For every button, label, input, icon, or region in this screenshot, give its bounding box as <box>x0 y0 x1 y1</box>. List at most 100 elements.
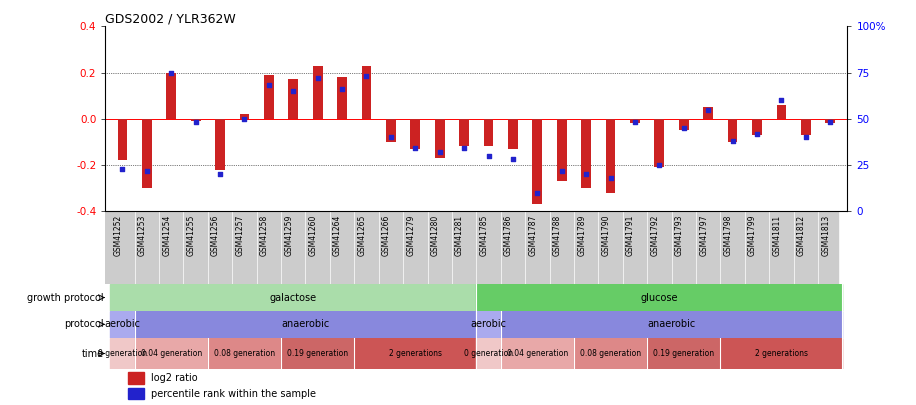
Point <box>359 73 374 79</box>
Point <box>408 145 422 151</box>
Text: percentile rank within the sample: percentile rank within the sample <box>151 389 316 399</box>
Text: GSM41793: GSM41793 <box>675 215 683 256</box>
Text: GSM41257: GSM41257 <box>235 215 245 256</box>
Text: GSM41279: GSM41279 <box>407 215 415 256</box>
Text: GSM41280: GSM41280 <box>431 215 440 256</box>
Bar <box>655 119 664 167</box>
Point <box>311 75 325 81</box>
Bar <box>127 388 144 399</box>
Text: GSM41799: GSM41799 <box>748 215 757 256</box>
Bar <box>501 311 843 338</box>
Text: log2 ratio: log2 ratio <box>151 373 198 383</box>
Text: glucose: glucose <box>640 292 678 303</box>
Text: GSM41811: GSM41811 <box>772 215 781 256</box>
Bar <box>532 119 542 204</box>
Bar <box>191 119 201 121</box>
Point <box>554 167 569 174</box>
Point <box>262 82 277 89</box>
Point <box>652 162 667 168</box>
Text: GSM41786: GSM41786 <box>504 215 513 256</box>
Text: GSM41265: GSM41265 <box>357 215 366 256</box>
Bar <box>459 119 469 147</box>
Bar <box>435 119 444 158</box>
Point <box>725 138 740 144</box>
Text: 0.19 generation: 0.19 generation <box>653 349 714 358</box>
Text: aerobic: aerobic <box>471 319 507 329</box>
Point <box>139 167 154 174</box>
Bar <box>501 338 574 369</box>
Bar <box>605 119 616 193</box>
Text: GDS2002 / YLR362W: GDS2002 / YLR362W <box>105 12 236 25</box>
Bar <box>648 338 720 369</box>
Text: GSM41260: GSM41260 <box>309 215 318 256</box>
Bar <box>215 119 225 170</box>
Bar <box>476 338 501 369</box>
Point <box>627 119 642 126</box>
Point <box>823 119 837 126</box>
Bar <box>825 119 835 124</box>
Point <box>432 149 447 155</box>
Bar <box>727 119 737 142</box>
Bar <box>135 311 476 338</box>
Text: 0.04 generation: 0.04 generation <box>507 349 568 358</box>
Point <box>237 115 252 122</box>
Point <box>213 171 227 177</box>
Text: protocol: protocol <box>64 319 104 329</box>
Bar <box>142 119 152 188</box>
Point <box>530 190 545 196</box>
Text: GSM41253: GSM41253 <box>137 215 147 256</box>
Point <box>286 88 300 94</box>
Point <box>115 165 130 172</box>
Bar <box>117 119 127 160</box>
Bar <box>777 105 786 119</box>
Bar <box>208 338 281 369</box>
Text: GSM41252: GSM41252 <box>114 215 123 256</box>
Text: galactose: galactose <box>269 292 317 303</box>
Text: GSM41787: GSM41787 <box>529 215 538 256</box>
Text: 0 generation: 0 generation <box>98 349 147 358</box>
Text: GSM41254: GSM41254 <box>162 215 171 256</box>
Point <box>457 145 472 151</box>
Bar <box>240 114 249 119</box>
Text: 0.08 generation: 0.08 generation <box>580 349 641 358</box>
Text: GSM41788: GSM41788 <box>552 215 562 256</box>
Text: aerobic: aerobic <box>104 319 140 329</box>
Bar <box>752 119 762 135</box>
Point <box>506 156 520 163</box>
Text: GSM41813: GSM41813 <box>822 215 830 256</box>
Text: time: time <box>82 349 104 358</box>
Bar <box>264 75 274 119</box>
Point <box>164 69 179 76</box>
Bar <box>703 107 713 119</box>
Bar <box>582 119 591 188</box>
Bar <box>386 119 396 142</box>
Point <box>334 86 349 92</box>
Point <box>384 134 398 141</box>
Point <box>579 171 594 177</box>
Bar <box>167 72 176 119</box>
Bar <box>410 119 420 149</box>
Text: 0.04 generation: 0.04 generation <box>141 349 202 358</box>
Bar <box>312 66 322 119</box>
Text: 0 generation: 0 generation <box>464 349 513 358</box>
Bar <box>289 79 298 119</box>
Text: GSM41812: GSM41812 <box>797 215 806 256</box>
Bar <box>110 284 476 311</box>
Bar <box>484 119 494 147</box>
Text: GSM41258: GSM41258 <box>260 215 269 256</box>
Point <box>749 130 764 137</box>
Text: GSM41792: GSM41792 <box>650 215 660 256</box>
Text: GSM41281: GSM41281 <box>455 215 464 256</box>
Bar <box>574 338 648 369</box>
Text: GSM41790: GSM41790 <box>602 215 611 256</box>
Point <box>799 134 813 141</box>
Text: GSM41785: GSM41785 <box>479 215 488 256</box>
Bar <box>127 373 144 384</box>
Point <box>481 153 496 159</box>
Point <box>774 97 789 104</box>
Bar <box>720 338 843 369</box>
Bar <box>557 119 567 181</box>
Bar <box>476 311 501 338</box>
Bar <box>476 284 843 311</box>
Bar <box>362 66 371 119</box>
